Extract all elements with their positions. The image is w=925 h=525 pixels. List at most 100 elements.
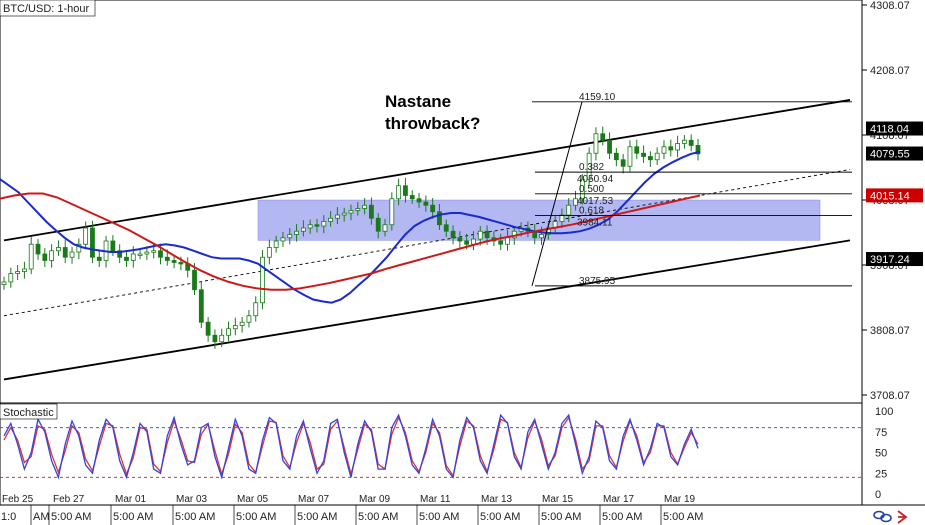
- candle-body: [151, 250, 157, 253]
- date-label: Mar 17: [603, 494, 635, 505]
- candle-body: [334, 214, 340, 219]
- candle-body: [56, 247, 61, 252]
- candle-body: [634, 146, 640, 154]
- time-label: 5:00 AM: [113, 511, 153, 523]
- candle-body: [369, 204, 374, 219]
- price-tick-label: 4208.07: [870, 65, 910, 77]
- price-badge: [866, 121, 923, 136]
- fibonacci-layer: 4159.10 0.3824050.940.5004017.530.6183984…: [531, 92, 852, 287]
- candle-body: [294, 230, 299, 235]
- moving-averages-layer: [0, 150, 701, 304]
- candle-body: [681, 139, 687, 144]
- date-label: Mar 13: [481, 494, 513, 505]
- candle-body: [559, 214, 565, 222]
- stochastic-tick-label: 75: [875, 427, 887, 439]
- stochastic-tick-label: 100: [875, 406, 893, 418]
- price-badge: [866, 146, 923, 161]
- candle-body: [389, 198, 395, 226]
- candle-body: [35, 243, 41, 255]
- candle-body: [1, 281, 7, 285]
- candle-body: [409, 195, 415, 200]
- candle-body: [539, 234, 544, 239]
- chart-title: BTC/USD: 1-hour: [3, 3, 90, 15]
- candle-body: [280, 237, 286, 242]
- price-badges: 4118.04 4079.55 4015.14 3917.24: [866, 121, 923, 267]
- date-label: Mar 11: [420, 494, 451, 505]
- candle-body: [579, 178, 585, 200]
- candle-body: [430, 204, 436, 213]
- stochastic-panel-border: [0, 402, 863, 506]
- candle-body: [566, 204, 572, 216]
- arrow-icon[interactable]: [897, 510, 908, 524]
- candle-body: [355, 208, 361, 211]
- stochastic-layer: 100 75 50 25 0: [0, 406, 893, 501]
- fib-level-price: 3984.11: [577, 218, 613, 229]
- candle-body: [498, 240, 504, 245]
- candle-body: [505, 237, 510, 245]
- candle-body: [219, 334, 225, 343]
- stochastic-d-line: [3, 415, 699, 478]
- candle-body: [477, 230, 483, 240]
- candle-body: [627, 146, 633, 167]
- candle-body: [647, 156, 653, 161]
- stochastic-label: Stochastic: [3, 407, 54, 419]
- date-label: Feb 27: [53, 494, 85, 505]
- annotation-line-2: throwback?: [385, 114, 480, 133]
- fib-level-label: 4159.10: [579, 92, 616, 103]
- candle-body: [266, 247, 272, 258]
- price-badge: [866, 252, 923, 267]
- candle-body: [450, 230, 456, 239]
- candle-body: [15, 271, 21, 274]
- channel-lower-line: [3, 239, 851, 381]
- candle-body: [471, 238, 476, 245]
- candle-body: [403, 185, 408, 196]
- fib-level-label: 3875.95: [579, 276, 616, 287]
- time-label: 5:00 AM: [480, 511, 520, 523]
- candle-body: [171, 260, 177, 263]
- price-tick-label: 3808.07: [870, 325, 910, 337]
- candle-body: [654, 152, 660, 161]
- price-tick-label: 3708.07: [870, 390, 910, 402]
- candle-body: [117, 250, 123, 258]
- candle-body: [613, 152, 619, 161]
- chart-title-box: [0, 0, 96, 17]
- stochastic-tick-label: 25: [875, 468, 887, 480]
- candle-body: [300, 227, 306, 232]
- channel-mid-line: [3, 169, 851, 317]
- candle-body: [246, 315, 252, 323]
- stochastic-label-box: [0, 403, 58, 420]
- candle-body: [260, 256, 265, 304]
- date-label: Mar 01: [115, 494, 147, 505]
- candle-body: [600, 133, 606, 141]
- candle-body: [90, 227, 95, 258]
- time-label: AM: [33, 511, 50, 523]
- candle-body: [416, 198, 422, 203]
- candle-body: [144, 251, 150, 255]
- price-badge-label: 3917.24: [870, 254, 910, 266]
- candle-body: [83, 227, 89, 245]
- price-badge-label: 4118.04: [870, 124, 909, 136]
- date-label: Mar 05: [237, 494, 269, 505]
- candle-body: [423, 201, 429, 206]
- time-label: 5:00 AM: [419, 511, 459, 523]
- price-tick-label: 4308.07: [870, 0, 910, 12]
- date-label: Mar 15: [542, 494, 574, 505]
- fib-level-label: 0.382: [579, 162, 604, 173]
- candle-body: [178, 262, 184, 265]
- candle-body: [382, 224, 388, 232]
- link-icon[interactable]: [873, 510, 892, 523]
- time-label: 5:00 AM: [51, 511, 91, 523]
- candle-body: [62, 247, 68, 258]
- price-badge: [866, 188, 923, 203]
- candle-body: [158, 250, 163, 258]
- consolidation-zone: [257, 199, 821, 241]
- annotation-line-1: Nastane: [385, 92, 451, 111]
- candle-body: [198, 289, 204, 323]
- date-label: Mar 09: [359, 494, 391, 505]
- candle-body: [42, 253, 48, 261]
- candle-body: [675, 143, 680, 151]
- candle-body: [437, 211, 442, 226]
- candle-body: [124, 256, 129, 261]
- candle-body: [593, 133, 599, 154]
